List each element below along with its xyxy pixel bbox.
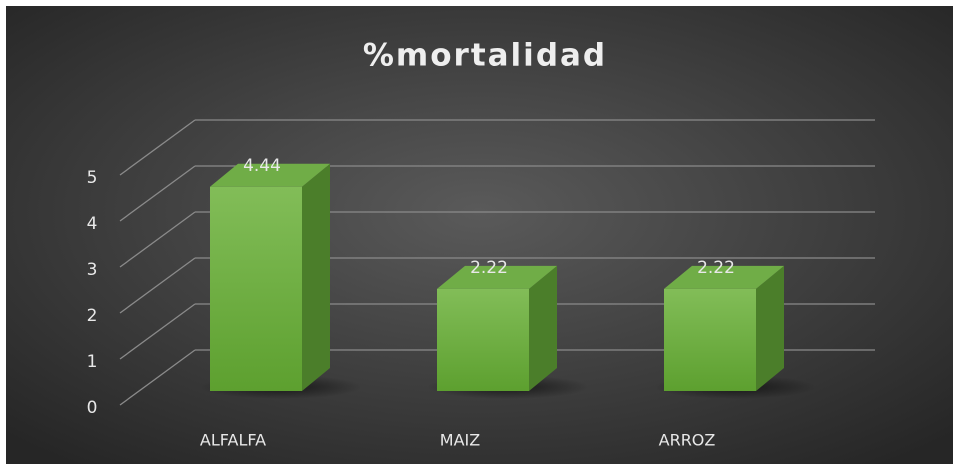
y-tick-label: 1 [87,352,98,372]
y-tick-label: 3 [87,260,98,280]
y-tick-label: 0 [87,398,98,418]
bar-side [302,163,330,391]
data-label: 4.44 [243,156,281,176]
bar-top [210,163,330,187]
bar [210,186,302,391]
y-tick-label: 5 [87,168,98,188]
data-label: 2.22 [697,258,735,278]
bar-side [756,265,784,391]
y-tick-label: 2 [87,306,98,326]
bar [437,288,529,391]
grid-line [119,303,196,360]
data-label: 2.22 [470,258,508,278]
grid-line [119,119,196,176]
grid-line [119,211,196,268]
x-tick-label: ALFALFA [200,431,266,450]
x-tick-label: MAIZ [440,431,480,450]
y-tick-label: 4 [87,214,98,234]
bar-top [437,265,557,289]
grid-line [119,349,196,406]
chart-title: %mortalidad [363,38,607,74]
grid-line [119,165,196,222]
bar-side [529,265,557,391]
x-tick-label: ARROZ [659,431,716,450]
grid-line [119,257,196,314]
bar-top [664,265,784,289]
bar [664,288,756,391]
